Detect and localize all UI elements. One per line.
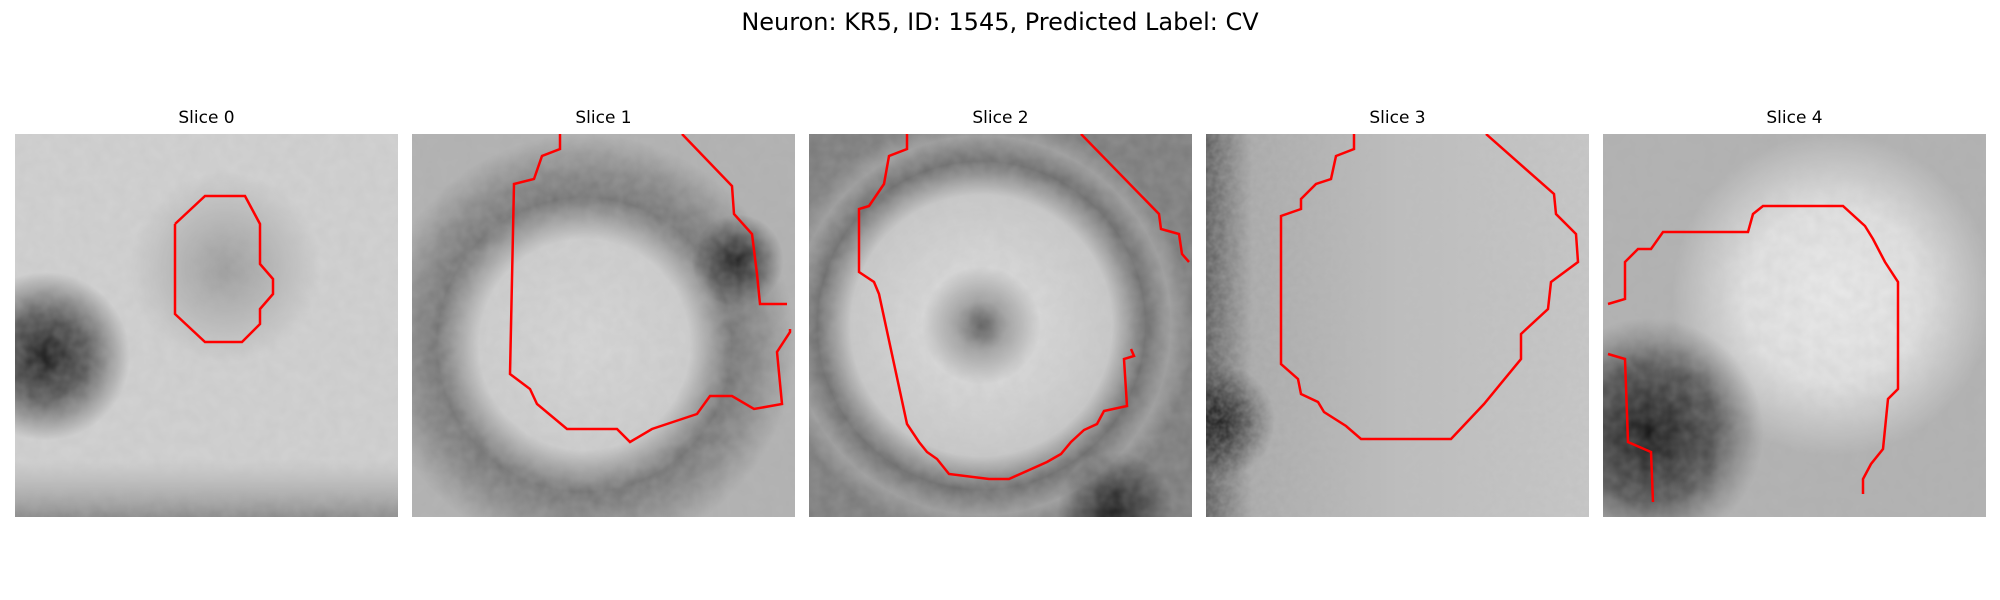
slice-title: Slice 1: [412, 108, 795, 128]
slice-image-2: [809, 134, 1192, 517]
slice-image-0: [15, 134, 398, 517]
slice-image-1: [412, 134, 795, 517]
figure-title: Neuron: KR5, ID: 1545, Predicted Label: …: [0, 8, 2000, 36]
slice-title: Slice 2: [809, 108, 1192, 128]
slice-title: Slice 4: [1603, 108, 1986, 128]
slice-title: Slice 3: [1206, 108, 1589, 128]
slice-image-3: [1206, 134, 1589, 517]
slice-image-4: [1603, 134, 1986, 517]
slice-title: Slice 0: [15, 108, 398, 128]
